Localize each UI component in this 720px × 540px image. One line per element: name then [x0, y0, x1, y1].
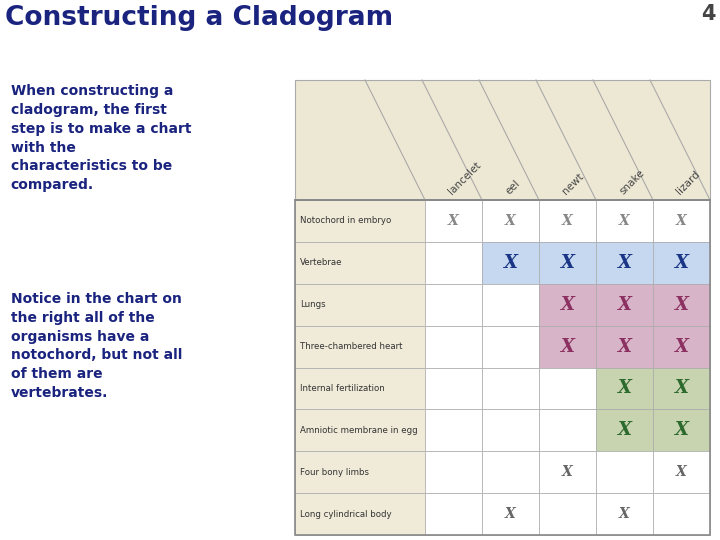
Text: X: X — [676, 465, 687, 479]
Bar — [425, 451, 482, 493]
Bar — [482, 368, 539, 409]
Bar — [425, 326, 482, 368]
Bar — [295, 200, 425, 242]
Text: X: X — [560, 254, 575, 272]
Bar — [482, 326, 539, 368]
Text: Internal fertilization: Internal fertilization — [300, 384, 384, 393]
Bar — [596, 284, 653, 326]
Bar — [539, 409, 596, 451]
Bar — [539, 493, 596, 535]
Bar — [596, 409, 653, 451]
Text: lancelet: lancelet — [446, 159, 483, 196]
Bar — [295, 493, 425, 535]
Bar — [596, 326, 653, 368]
Bar — [653, 493, 710, 535]
Text: Four bony limbs: Four bony limbs — [300, 468, 369, 477]
Text: eel: eel — [503, 178, 521, 196]
Text: 4: 4 — [701, 4, 716, 24]
Text: X: X — [618, 338, 631, 355]
Text: snake: snake — [618, 167, 646, 196]
Text: X: X — [448, 214, 459, 228]
Text: X: X — [619, 507, 630, 521]
Text: Lungs: Lungs — [300, 300, 325, 309]
Text: X: X — [675, 421, 688, 440]
Text: Notice in the chart on
the right all of the
organisms have a
notochord, but not : Notice in the chart on the right all of … — [11, 292, 182, 400]
Bar — [482, 409, 539, 451]
Bar — [653, 200, 710, 242]
Text: X: X — [560, 296, 575, 314]
Text: X: X — [505, 507, 516, 521]
Bar — [596, 493, 653, 535]
Bar — [653, 326, 710, 368]
Bar — [425, 368, 482, 409]
Text: X: X — [675, 380, 688, 397]
Text: X: X — [675, 254, 688, 272]
Text: lizard: lizard — [675, 168, 702, 196]
Text: X: X — [618, 421, 631, 440]
Bar — [425, 200, 482, 242]
Bar — [295, 242, 425, 284]
Bar — [539, 284, 596, 326]
Bar — [482, 200, 539, 242]
Text: X: X — [562, 465, 573, 479]
Bar — [653, 284, 710, 326]
Text: X: X — [618, 296, 631, 314]
Bar — [596, 200, 653, 242]
Bar — [295, 451, 425, 493]
Bar — [482, 242, 539, 284]
Text: X: X — [675, 296, 688, 314]
Text: Amniotic membrane in egg: Amniotic membrane in egg — [300, 426, 418, 435]
Bar — [539, 200, 596, 242]
Text: Three-chambered heart: Three-chambered heart — [300, 342, 402, 351]
Bar — [653, 451, 710, 493]
Bar — [653, 409, 710, 451]
Text: X: X — [503, 254, 518, 272]
Bar — [425, 242, 482, 284]
Bar — [295, 409, 425, 451]
Bar — [425, 493, 482, 535]
Text: X: X — [675, 338, 688, 355]
Text: Long cylindrical body: Long cylindrical body — [300, 510, 392, 518]
Bar — [425, 284, 482, 326]
Bar — [482, 284, 539, 326]
Text: X: X — [560, 338, 575, 355]
Bar — [539, 242, 596, 284]
Bar — [482, 451, 539, 493]
Text: Vertebrae: Vertebrae — [300, 258, 343, 267]
Bar — [539, 368, 596, 409]
Text: X: X — [618, 380, 631, 397]
Text: Notochord in embryo: Notochord in embryo — [300, 217, 391, 225]
Bar — [653, 242, 710, 284]
Text: When constructing a
cladogram, the first
step is to make a chart
with the
charac: When constructing a cladogram, the first… — [11, 84, 192, 192]
Text: Constructing a Cladogram: Constructing a Cladogram — [5, 5, 393, 31]
Text: X: X — [619, 214, 630, 228]
Text: X: X — [676, 214, 687, 228]
Bar — [425, 409, 482, 451]
Bar — [596, 368, 653, 409]
Text: X: X — [618, 254, 631, 272]
Bar — [596, 451, 653, 493]
Bar — [295, 284, 425, 326]
Bar — [596, 242, 653, 284]
Text: X: X — [505, 214, 516, 228]
Bar — [295, 326, 425, 368]
Bar — [539, 326, 596, 368]
Bar — [482, 493, 539, 535]
Text: X: X — [562, 214, 573, 228]
Bar — [539, 451, 596, 493]
Text: newt: newt — [560, 171, 585, 196]
Bar — [653, 368, 710, 409]
Bar — [295, 368, 425, 409]
